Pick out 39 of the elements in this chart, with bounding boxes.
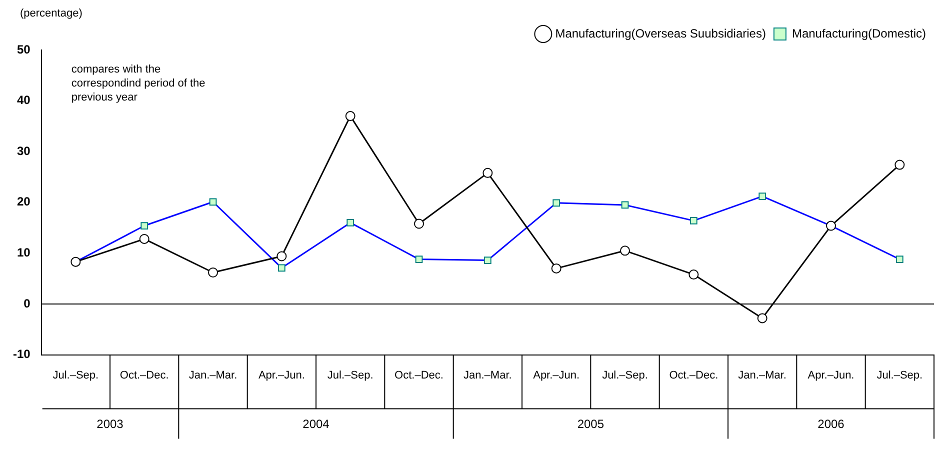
x-tick-label: Apr.–Jun. bbox=[808, 369, 854, 382]
x-tick-label: Jul.–Sep. bbox=[602, 369, 648, 382]
y-tick-label: 50 bbox=[16, 42, 31, 56]
x-tick-label: Jul.–Sep. bbox=[327, 369, 374, 382]
legend-label: Manufacturing(Domestic) bbox=[792, 26, 926, 40]
text: 2005 bbox=[577, 417, 604, 432]
y-tick-label: 20 bbox=[16, 194, 31, 209]
y-tick-label: 40 bbox=[16, 93, 31, 108]
point bbox=[551, 263, 562, 274]
text: 2003 bbox=[96, 417, 124, 432]
point bbox=[139, 234, 150, 244]
legend-label: Manufacturing(Overseas Suubsidiaries) bbox=[555, 26, 766, 40]
text: 2006 bbox=[818, 417, 845, 432]
y-tick-label: 0 bbox=[24, 296, 31, 310]
y-tick-label: 10 bbox=[16, 246, 31, 260]
point bbox=[345, 111, 356, 122]
y-tick-label: 30 bbox=[16, 144, 31, 158]
y-axis-title: (percentage) bbox=[20, 8, 82, 20]
x-tick-label: Apr.–Jun. bbox=[533, 369, 580, 382]
text: 2004 bbox=[302, 417, 330, 432]
x-tick-label: Apr.–Jun. bbox=[258, 369, 305, 382]
annotation: compares with the correspondind period of the previous year bbox=[71, 64, 206, 104]
point bbox=[482, 168, 493, 178]
x-tick-label: Jan.–Mar. bbox=[188, 369, 238, 382]
x-tick-label: Jul.–Sep. bbox=[876, 369, 923, 382]
point bbox=[757, 313, 768, 324]
x-tick-label: Jul.–Sep. bbox=[52, 369, 99, 382]
point bbox=[894, 160, 905, 170]
y-tick-label: -10 bbox=[13, 347, 31, 362]
point bbox=[208, 268, 218, 278]
x-tick-label: Oct.–Dec. bbox=[394, 369, 444, 382]
x-tick-label: Jan.–Mar. bbox=[464, 369, 512, 382]
point bbox=[620, 246, 630, 256]
x-tick-label: Oct.–Dec. bbox=[120, 369, 169, 382]
point bbox=[276, 251, 287, 262]
x-tick-label: Oct.–Dec. bbox=[669, 369, 718, 382]
x-tick-label: Jan.–Mar. bbox=[738, 369, 786, 382]
point bbox=[688, 270, 699, 280]
point bbox=[414, 218, 424, 229]
